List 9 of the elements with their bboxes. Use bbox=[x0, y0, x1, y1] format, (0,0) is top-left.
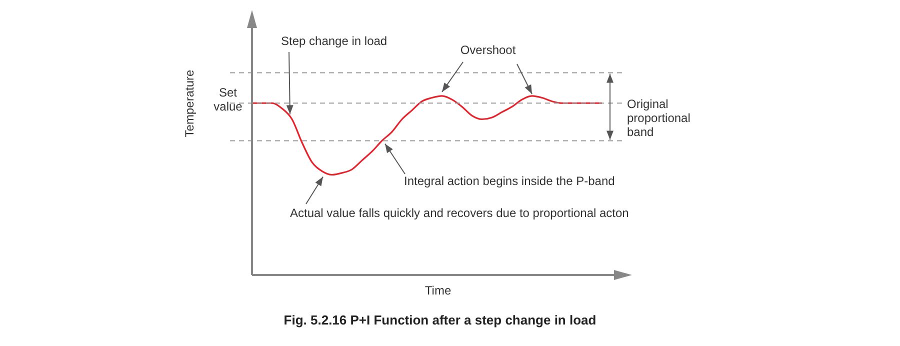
text: Step change in load bbox=[281, 34, 388, 48]
ref-line-label: Set value bbox=[214, 85, 243, 114]
text: Fig. 5.2.16 P+I Function after a step change in load bbox=[284, 312, 596, 328]
y-axis-title: Temperature bbox=[182, 69, 196, 138]
annotation: Actual value falls quickly and recovers due to proportional acton bbox=[290, 206, 629, 220]
text: Original proportional band bbox=[627, 97, 690, 139]
text: Overshoot bbox=[460, 43, 516, 57]
annotation: Integral action begins inside the P-band bbox=[404, 174, 615, 188]
x-axis-title: Time bbox=[424, 283, 452, 298]
